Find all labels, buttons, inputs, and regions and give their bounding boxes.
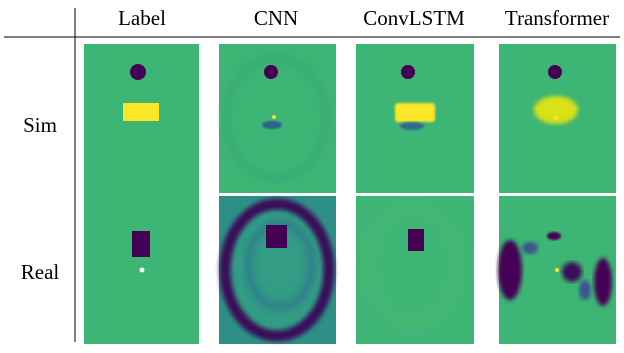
row-label: Sim <box>23 113 57 137</box>
column-header: CNN <box>254 6 298 30</box>
transformer-real-image <box>498 196 616 344</box>
column-header: ConvLSTM <box>363 6 465 30</box>
page: Label CNN ConvLSTM Transformer Sim Real <box>0 0 624 348</box>
convlstm-sim-image <box>356 44 474 193</box>
transformer-sim-image <box>499 44 616 193</box>
cnn-real-image <box>219 196 336 344</box>
column-header: Label <box>118 6 166 30</box>
figure: Label CNN ConvLSTM Transformer Sim Real <box>0 0 624 348</box>
column-header: Transformer <box>505 6 609 30</box>
label-image <box>84 44 199 344</box>
convlstm-real-image <box>356 196 474 344</box>
row-label: Real <box>21 260 60 284</box>
cnn-sim-image <box>219 44 336 193</box>
